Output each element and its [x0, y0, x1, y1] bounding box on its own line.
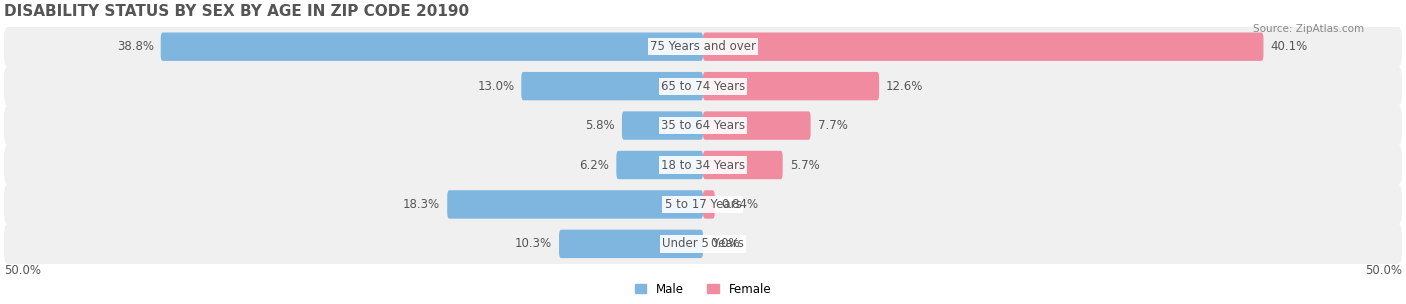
- Text: 12.6%: 12.6%: [886, 80, 924, 93]
- FancyBboxPatch shape: [616, 151, 703, 179]
- FancyBboxPatch shape: [447, 190, 703, 219]
- Text: 5.7%: 5.7%: [790, 158, 820, 171]
- FancyBboxPatch shape: [703, 72, 879, 100]
- Text: Source: ZipAtlas.com: Source: ZipAtlas.com: [1253, 24, 1364, 34]
- Text: 10.3%: 10.3%: [515, 237, 553, 250]
- Text: 40.1%: 40.1%: [1271, 40, 1308, 53]
- Text: 7.7%: 7.7%: [818, 119, 848, 132]
- Text: 38.8%: 38.8%: [117, 40, 153, 53]
- Text: 50.0%: 50.0%: [1365, 264, 1402, 277]
- FancyBboxPatch shape: [4, 66, 1402, 106]
- FancyBboxPatch shape: [4, 184, 1402, 225]
- FancyBboxPatch shape: [4, 224, 1402, 264]
- FancyBboxPatch shape: [703, 151, 783, 179]
- FancyBboxPatch shape: [560, 230, 703, 258]
- Text: 5.8%: 5.8%: [585, 119, 614, 132]
- FancyBboxPatch shape: [4, 105, 1402, 146]
- Legend: Male, Female: Male, Female: [630, 278, 776, 300]
- Text: DISABILITY STATUS BY SEX BY AGE IN ZIP CODE 20190: DISABILITY STATUS BY SEX BY AGE IN ZIP C…: [4, 4, 470, 19]
- Text: 5 to 17 Years: 5 to 17 Years: [665, 198, 741, 211]
- Text: 18 to 34 Years: 18 to 34 Years: [661, 158, 745, 171]
- Text: 6.2%: 6.2%: [579, 158, 609, 171]
- Text: Under 5 Years: Under 5 Years: [662, 237, 744, 250]
- Text: 65 to 74 Years: 65 to 74 Years: [661, 80, 745, 93]
- FancyBboxPatch shape: [160, 33, 703, 61]
- Text: 0.84%: 0.84%: [721, 198, 759, 211]
- FancyBboxPatch shape: [703, 33, 1264, 61]
- FancyBboxPatch shape: [4, 26, 1402, 67]
- Text: 13.0%: 13.0%: [477, 80, 515, 93]
- Text: 35 to 64 Years: 35 to 64 Years: [661, 119, 745, 132]
- Text: 18.3%: 18.3%: [404, 198, 440, 211]
- FancyBboxPatch shape: [703, 111, 811, 140]
- Text: 0.0%: 0.0%: [710, 237, 740, 250]
- Text: 75 Years and over: 75 Years and over: [650, 40, 756, 53]
- FancyBboxPatch shape: [703, 190, 714, 219]
- FancyBboxPatch shape: [4, 145, 1402, 185]
- FancyBboxPatch shape: [522, 72, 703, 100]
- Text: 50.0%: 50.0%: [4, 264, 41, 277]
- FancyBboxPatch shape: [621, 111, 703, 140]
